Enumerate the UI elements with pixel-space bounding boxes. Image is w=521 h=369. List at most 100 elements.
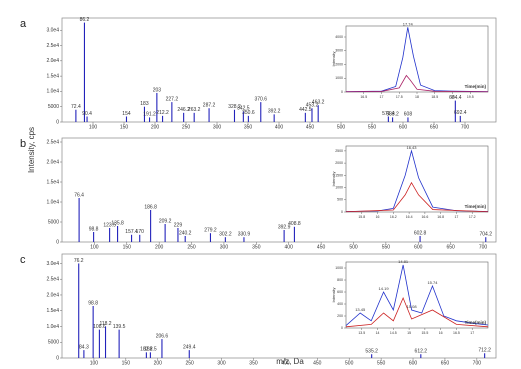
x-tick-label: 700 [479,244,488,250]
panel-label: a [20,18,27,30]
peak-mz-label: 302.2 [219,232,232,238]
inset-x-tick-label: 17 [380,95,384,99]
x-tick-label: 350 [252,244,261,250]
inset-x-tick-label: 16.8 [437,215,444,219]
x-tick-label: 550 [377,360,386,366]
peak-mz-label: 191.2 [143,112,156,118]
inset-y-tick-label: 2000 [335,161,343,165]
y-tick-label: 3.0e4 [46,261,59,267]
inset-x-tick-label: 16.2 [390,215,397,219]
x-tick-label: 450 [313,360,322,366]
x-tick-label: 200 [155,244,164,250]
inset-x-tick-label: 14.5 [390,331,397,335]
peak-mz-label: 203 [153,87,162,93]
inset-x-tick-label: 15.8 [358,215,365,219]
peak-mz-label: 612.2 [415,349,428,355]
peak-mz-label: 328.2 [228,104,241,110]
y-tick-label: 0 [56,355,59,361]
inset-y-tick-label: 1000 [335,185,343,189]
x-tick-label: 500 [345,360,354,366]
peak-label: 16.43 [406,145,417,150]
y-tick-label: 1.5e4 [46,308,59,314]
x-tick-label: 350 [244,124,253,130]
peak-mz-label: 712.2 [478,348,491,354]
peak-mz-label: 90.4 [82,111,92,117]
inset-y-tick-label: 4000 [335,35,343,39]
peak-label: 15.74 [427,280,438,285]
inset-x-tick-label: 14 [376,331,380,335]
x-tick-label: 100 [90,244,99,250]
inset-y-tick-label: 200 [337,314,343,318]
peak-mz-label: 84.3 [79,344,89,350]
peak-mz-label: 98.8 [88,300,98,306]
inset-x-tick-label: 17.5 [396,95,403,99]
peak-mz-label: 692.4 [454,110,467,116]
inset-y-tick-label: 1000 [335,76,343,80]
peak-mz-label: 86.2 [80,17,90,23]
inset-x-tick-label: 13.5 [358,331,365,335]
inset-y-tick-label: 2000 [335,62,343,66]
plot-frame [61,137,497,243]
inset-x-tick-label: 16.5 [453,331,460,335]
peak-mz-label: 188.5 [144,347,157,353]
inset-line [345,264,489,326]
peak-mz-label: 170 [136,229,145,235]
peak-mz-label: 608 [404,112,413,118]
peak-mz-label: 72.4 [71,104,81,110]
y-tick-label: 1.5e4 [46,73,59,79]
x-tick-label: 650 [446,244,455,250]
y-tick-label: 1.5e4 [46,179,59,185]
peak-mz-label: 350.6 [242,110,255,116]
peak-mz-label: 229 [174,222,183,228]
inset-x-tick-label: 17 [470,331,474,335]
peak-mz-label: 330.9 [238,232,251,238]
inset-y-tick-label: 3000 [335,49,343,53]
inset-frame [345,145,489,213]
x-tick-label: 600 [414,244,423,250]
peak-mz-label: 98.8 [89,226,99,232]
inset-x-tick-label: 16.6 [421,215,428,219]
inset-x-tick-label: 18.5 [431,95,438,99]
y-tick-label: 2.5e4 [46,43,59,49]
peak-mz-label: 249.4 [183,344,196,350]
peak-mz-label: 342.5 [237,106,250,112]
peak-mz-label: 392.9 [278,224,291,230]
peak-mz-label: 279.2 [204,228,217,234]
inset-x-tick-label: 16 [376,215,380,219]
x-tick-label: 100 [90,360,99,366]
peak-mz-label: 118.2 [99,321,111,327]
y-tick-label: 1.0e4 [46,199,59,205]
y-tick-label: 1.0e4 [46,324,59,330]
peak-mz-label: 123.5 [103,222,116,228]
y-tick-label: 2.5e4 [46,277,59,283]
inset-frame [345,25,489,93]
peak-mz-label: 139.5 [113,324,126,330]
inset-x-tick-label: 16.4 [406,215,413,219]
y-tick-label: 1.0e4 [46,89,59,95]
inset-x-tick-label: 16.5 [360,95,367,99]
x-tick-label: 500 [337,124,346,130]
x-tick-label: 400 [275,124,284,130]
inset-x-tick-label: 15 [407,331,411,335]
peak-mz-label: 263.2 [188,107,201,113]
y-tick-label: 2.0e4 [46,292,59,298]
y-tick-label: 5000 [48,219,59,225]
inset-line [345,181,489,213]
y-tick-label: 3.0e4 [46,28,59,34]
inset-y-tick-label: 1000 [335,266,343,270]
peak-label: 14.19 [379,286,390,291]
peak-mz-label: 392.2 [268,109,281,115]
x-tick-label: 700 [461,124,470,130]
peak-mz-label: 76.4 [74,192,84,198]
inset-y-tick-label: 0 [341,326,343,330]
inset-y-tick-label: 2500 [335,149,343,153]
peak-mz-label: 602.8 [414,230,427,236]
peak-mz-label: 227.2 [166,96,179,102]
peak-label: 15.08 [407,304,418,309]
x-axis-label: m/z, Da [276,357,304,366]
peak-mz-label: 463.2 [312,100,325,106]
peak-mz-label: 287.2 [203,103,216,109]
x-tick-label: 450 [317,244,326,250]
x-tick-label: 450 [306,124,315,130]
